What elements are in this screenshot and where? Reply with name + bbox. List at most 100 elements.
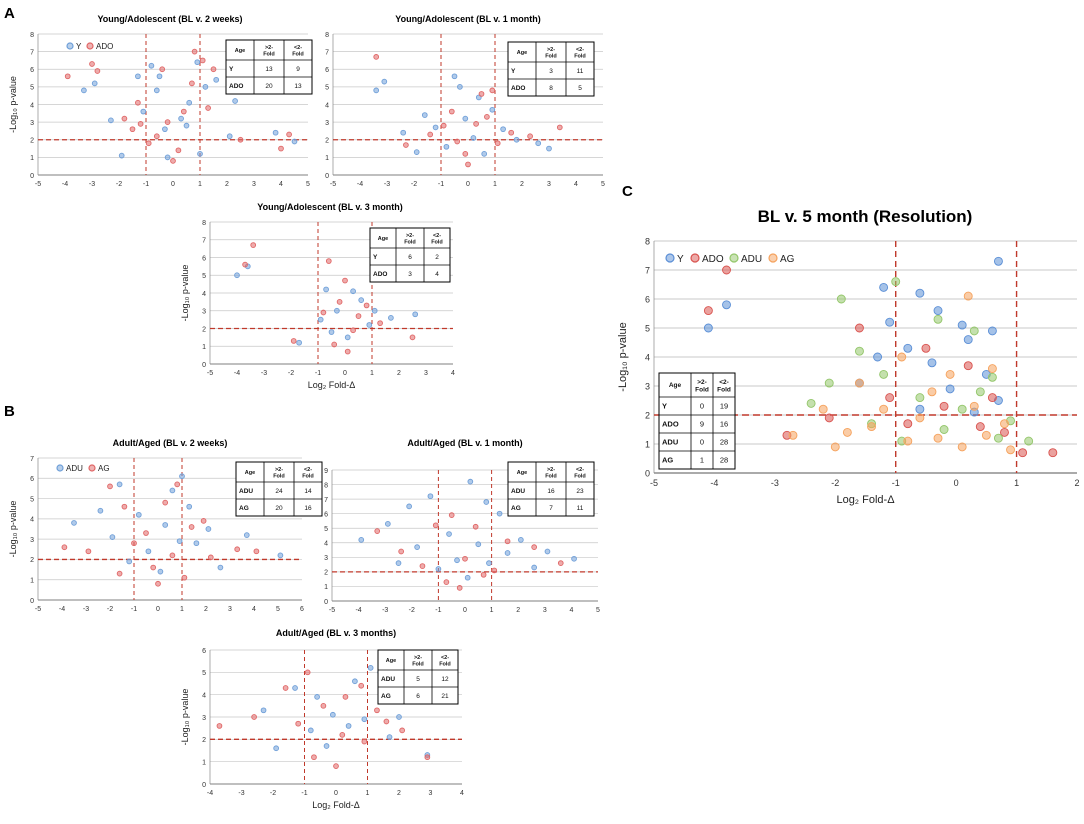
data-point-adu xyxy=(496,510,503,517)
x-tick-label: -4 xyxy=(62,181,68,188)
y-tick-label: 7 xyxy=(324,497,328,504)
x-tick-label: 1 xyxy=(180,606,184,613)
table-header: Age xyxy=(235,48,245,54)
data-point-ag xyxy=(116,570,123,577)
data-point-ag xyxy=(174,481,181,488)
x-tick-label: -4 xyxy=(710,478,718,488)
x-tick-label: -5 xyxy=(35,606,41,613)
data-point-ado xyxy=(855,323,864,333)
chart-title: Young/Adolescent (BL v. 1 month) xyxy=(395,14,541,24)
data-point-ag xyxy=(462,555,468,562)
table-header: >2- xyxy=(265,45,273,51)
x-tick-label: 4 xyxy=(252,606,256,613)
data-point-adu xyxy=(531,564,538,571)
y-tick-label: 6 xyxy=(202,648,206,655)
x-tick-label: -5 xyxy=(650,478,658,488)
data-point-y xyxy=(213,76,220,83)
legend-marker xyxy=(768,253,778,263)
y-tick-label: 5 xyxy=(30,85,34,92)
table-header: <2- xyxy=(576,467,584,473)
chart-title: Adult/Aged (BL v. 2 weeks) xyxy=(113,438,228,448)
table-cell: Y xyxy=(229,66,234,73)
data-point-y xyxy=(703,323,713,333)
x-tick-label: 0 xyxy=(156,606,160,613)
table-cell: Y xyxy=(373,254,378,261)
data-point-ado xyxy=(64,73,71,80)
x-tick-label: 3 xyxy=(228,606,232,613)
table-header: <2- xyxy=(304,467,312,473)
table-header: Fold xyxy=(431,240,443,246)
table-cell: 13 xyxy=(265,66,273,73)
data-point-ado xyxy=(462,151,469,157)
data-point-adu xyxy=(157,568,164,575)
data-point-ado xyxy=(350,327,356,334)
data-point-adu xyxy=(205,526,212,532)
table-border xyxy=(235,461,323,517)
data-point-adu xyxy=(116,481,123,488)
data-point-ag xyxy=(432,522,439,529)
data-point-ag xyxy=(207,554,214,561)
data-point-ado xyxy=(494,140,501,147)
data-point-ado xyxy=(440,122,447,129)
table-cell: 16 xyxy=(720,420,728,429)
data-point-adu xyxy=(855,346,864,356)
x-tick-label: -1 xyxy=(143,181,149,188)
y-tick-label: 1 xyxy=(645,440,650,450)
x-tick-label: 1 xyxy=(490,607,494,614)
data-point-ag xyxy=(251,714,257,720)
data-point-adu xyxy=(169,487,176,494)
y-tick-label: 1 xyxy=(325,155,329,162)
y-tick-label: 4 xyxy=(202,692,206,699)
data-point-ag xyxy=(927,387,937,397)
data-point-ag xyxy=(867,422,876,432)
y-tick-label: 3 xyxy=(324,555,328,562)
x-tick-label: 6 xyxy=(300,606,304,613)
data-point-adu xyxy=(385,521,391,527)
data-point-adu xyxy=(406,503,412,510)
data-point-y xyxy=(470,135,477,141)
y-tick-label: 3 xyxy=(30,120,34,127)
y-tick-label: 0 xyxy=(645,469,650,479)
data-point-ag xyxy=(181,574,188,581)
data-point-ag xyxy=(374,707,380,714)
data-point-ado xyxy=(963,361,973,371)
y-tick-label: 3 xyxy=(325,120,329,127)
data-point-adu xyxy=(518,537,524,543)
table-header: Age xyxy=(517,50,527,56)
data-point-ado xyxy=(121,115,128,122)
y-tick-label: 5 xyxy=(30,496,34,503)
x-tick-label: -3 xyxy=(384,181,390,188)
data-point-y xyxy=(178,115,184,122)
table-cell: ADU xyxy=(662,438,678,447)
table-cell: 28 xyxy=(720,456,728,465)
x-tick-label: -1 xyxy=(435,607,441,614)
table-header: >2- xyxy=(547,467,555,473)
x-tick-label: -2 xyxy=(411,181,417,188)
data-point-adu xyxy=(330,711,336,718)
data-point-adu xyxy=(395,560,402,567)
x-tick-label: 0 xyxy=(466,181,470,188)
data-point-ado xyxy=(242,261,248,268)
data-point-y xyxy=(879,282,889,292)
data-point-y xyxy=(371,307,378,314)
data-point-ado xyxy=(237,136,244,143)
data-point-ado xyxy=(722,265,731,275)
x-tick-label: 1 xyxy=(366,790,370,797)
table-cell: 16 xyxy=(547,488,555,495)
table-header: >2- xyxy=(414,655,422,661)
x-tick-label: 2 xyxy=(204,606,208,613)
x-tick-label: 2 xyxy=(1074,478,1079,488)
table-header: Age xyxy=(386,658,396,664)
y-tick-label: 0 xyxy=(325,173,329,180)
x-tick-label: -3 xyxy=(238,790,244,797)
y-tick-label: 6 xyxy=(30,67,34,74)
data-point-y xyxy=(197,151,203,157)
table-header: Fold xyxy=(412,662,424,668)
data-point-adu xyxy=(891,277,901,287)
data-point-ado xyxy=(373,54,380,60)
data-point-y xyxy=(373,87,380,94)
data-point-adu xyxy=(939,425,949,434)
table-cell: 16 xyxy=(304,505,312,512)
